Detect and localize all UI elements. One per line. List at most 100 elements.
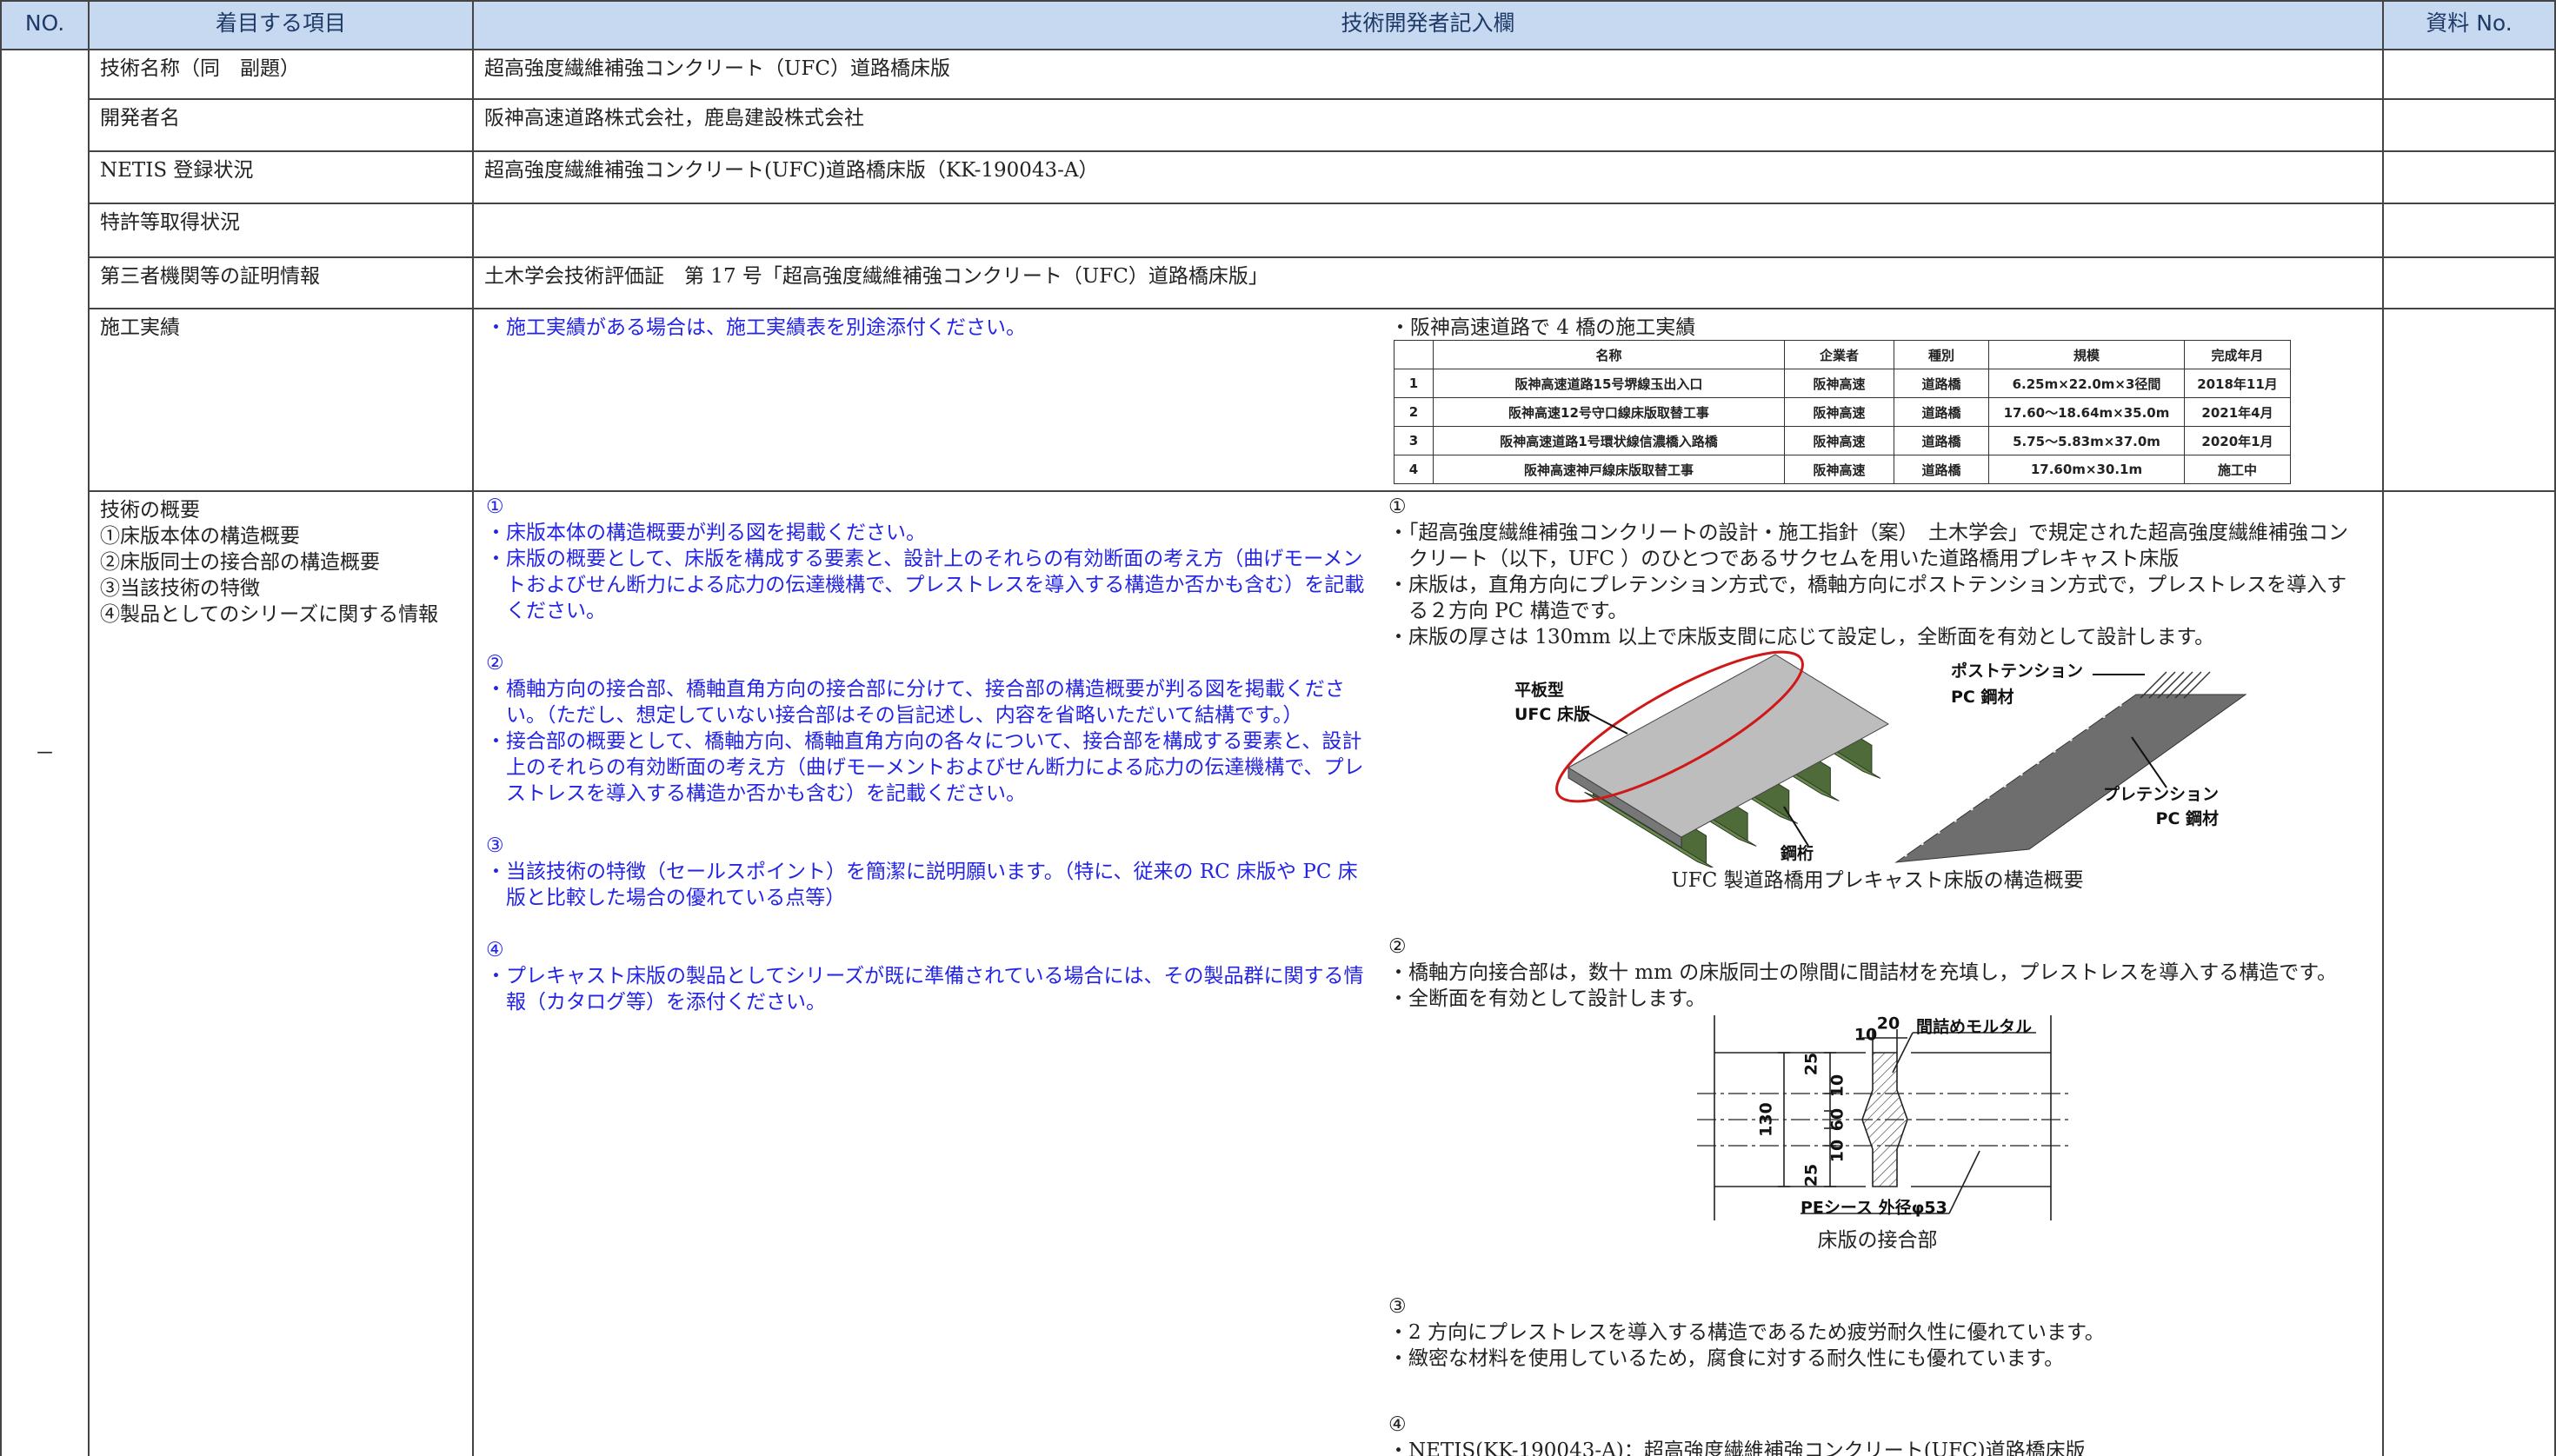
table-cell: 施工中	[2184, 455, 2291, 484]
table-row: 2 阪神高速12号守口線床版取替工事 阪神高速 道路橋 17.60～18.64m×35.…	[1394, 397, 2291, 427]
material-cell	[2384, 258, 2556, 309]
item-cell: 施工実績	[90, 309, 474, 492]
records-guide: ・施工実績がある場合は、施工実績表を別途添付ください。	[486, 316, 1026, 339]
table-cell: 道路橋	[1894, 397, 1989, 427]
guide-item: ・橋軸方向の接合部、橋軸直角方向の接合部に分けて、接合部の構造概要が判る図を掲載…	[486, 678, 1345, 727]
item-text: ②床版同士の接合部の構造概要	[100, 551, 380, 574]
tendon-line	[2157, 671, 2185, 699]
section-mark: ②	[1388, 935, 1407, 958]
header-no: NO.	[2, 2, 90, 50]
figure-label: 10	[1854, 1026, 1877, 1045]
figure-label: 20	[1877, 1014, 1900, 1034]
entry-cell: 超高強度繊維補強コンクリート(UFC)道路橋床版（KK-190043-A）	[474, 152, 2384, 204]
entry-cell: 超高強度繊維補強コンクリート（UFC）道路橋床版	[474, 50, 2384, 100]
no-value: －	[35, 741, 55, 765]
table-cell: 道路橋	[1894, 426, 1989, 455]
answer-section: ② ・橋軸方向接合部は，数十 mm の床版同士の隙間に間詰材を充填し，プレストレス…	[1388, 934, 2366, 1253]
item-text: ③当該技術の特徴	[100, 577, 260, 600]
table-cell: 阪神高速	[1784, 455, 1894, 484]
precast-plate	[1894, 694, 2247, 863]
answer-item: ・全断面を有効として設計します。	[1388, 987, 1707, 1010]
table-cell: 道路橋	[1894, 369, 1989, 398]
table-cell: 1	[1394, 369, 1434, 398]
guide-item: ・床版本体の構造概要が判る図を掲載ください。	[486, 522, 926, 544]
leader	[1783, 806, 1809, 847]
table-cell: 2021年4月	[2184, 397, 2291, 427]
figure-label: 10	[1828, 1140, 1847, 1162]
answer-section: ④ ・NETIS(KK-190043-A)：超高強度繊維補強コンクリート(UFC)…	[1388, 1412, 2366, 1456]
strand-dot	[2003, 784, 2007, 788]
table-header: 種別	[1894, 340, 1989, 369]
table-header: 完成年月	[2184, 340, 2291, 369]
material-cell	[2384, 100, 2556, 152]
figure-caption: 床版の接合部	[1817, 1229, 1938, 1252]
strand-dot	[2102, 715, 2106, 718]
item-cell: 第三者機関等の証明情報	[90, 258, 474, 309]
item-cell: NETIS 登録状況	[90, 152, 474, 204]
guide-section: ① ・床版本体の構造概要が判る図を掲載ください。・床版の概要として、床版を構成する…	[486, 494, 1373, 624]
answer-item: ・床版は，直角方向にプレテンション方式で，橋軸方向にポストテンション方式で，プレ…	[1388, 574, 2347, 622]
item-text: 施工実績	[100, 316, 180, 339]
table-cell: 17.60m×30.1m	[1988, 455, 2185, 484]
item-text: 技術の概要	[100, 499, 200, 522]
figure-label: プレテンション	[2103, 784, 2219, 804]
entry-text: 超高強度繊維補強コンクリート(UFC)道路橋床版（KK-190043-A）	[484, 159, 1099, 182]
table-cell: 4	[1394, 455, 1434, 484]
figure-label: ポストテンション	[1951, 661, 2083, 681]
section-mark: ③	[486, 834, 504, 857]
table-cell: 2020年1月	[2184, 426, 2291, 455]
item-text: ④製品としてのシリーズに関する情報	[100, 603, 439, 626]
table-row: 4 阪神高速神戸線床版取替工事 阪神高速 道路橋 17.60m×30.1m 施工中	[1394, 455, 2291, 484]
item-text: 第三者機関等の証明情報	[100, 265, 320, 288]
figure-label: 130	[1757, 1102, 1776, 1137]
guide-item: ・床版の概要として、床版を構成する要素と、設計上のそれらの有効断面の考え方（曲げ…	[486, 548, 1365, 622]
table-cell: 阪神高速12号守口線床版取替工事	[1433, 397, 1785, 427]
strand-dot	[1920, 842, 1924, 846]
answer-item: ・2 方向にプレストレスを導入する構造であるため疲労耐久性に優れています。	[1388, 1321, 2105, 1344]
drawing-line	[1892, 1032, 1914, 1074]
table-cell: 2018年11月	[2184, 369, 2291, 398]
tendon-line	[2140, 671, 2167, 699]
figure-label: 平板型	[1514, 680, 1564, 700]
strand-dot	[1970, 808, 1974, 811]
guide-section: ④ ・プレキャスト床版の製品としてシリーズが既に準備されている場合には、その製品群…	[486, 937, 1373, 1015]
section-mark: ①	[486, 495, 504, 518]
answer-section: ③ ・2 方向にプレストレスを導入する構造であるため疲労耐久性に優れています。 ・緻…	[1388, 1293, 2366, 1372]
figure-label: PEシース 外径φ53	[1801, 1198, 1947, 1218]
highlight-ellipse	[1555, 650, 1804, 803]
strand-dot	[1954, 819, 1957, 822]
figure-label: 間詰めモルタル	[1916, 1017, 2032, 1037]
entry-cell: 阪神高速道路株式会社，鹿島建設株式会社	[474, 100, 2384, 152]
entry-cell	[474, 492, 2384, 1456]
tendon-line	[2174, 671, 2202, 699]
answer-item: ・「超高強度繊維補強コンクリートの設計・施工指針（案） 土木学会」で規定された超…	[1388, 522, 2348, 570]
figure-label: 25	[1802, 1164, 1821, 1187]
strand-dot	[2053, 749, 2056, 753]
entry-text: 阪神高速道路株式会社，鹿島建設株式会社	[484, 107, 864, 130]
leader	[2131, 736, 2167, 788]
tendon-line	[2166, 671, 2193, 699]
section-mark: ②	[486, 652, 504, 675]
overview-guide: ① ・床版本体の構造概要が判る図を掲載ください。・床版の概要として、床版を構成する…	[486, 494, 1373, 1041]
overview-answer: ① ・「超高強度繊維補強コンクリートの設計・施工指針（案） 土木学会」で規定された…	[1388, 494, 2366, 1456]
guide-item: ・プレキャスト床版の製品としてシリーズが既に準備されている場合には、その製品群に…	[486, 965, 1364, 1014]
item-cell: 特許等取得状況	[90, 204, 474, 258]
girder-flange	[1584, 791, 1714, 868]
entry-text: 土木学会技術評価証 第 17 号「超高強度繊維補強コンクリート（UFC）道路橋床…	[484, 265, 1268, 288]
figure: 平板型 UFC 床版 鋼桁 ポストテンション PC 鋼材 プレテンション PC 鋼材 UFC …	[1388, 650, 2366, 894]
figure-label: 10	[1828, 1074, 1847, 1097]
strand-dot	[2086, 727, 2089, 730]
records-table: 名称 企業者 種別 規模 完成年月 1 阪神高速道路15号堺線玉出入口 阪神高速 道路橋 6.25…	[1394, 340, 2291, 484]
figure: 20 10 間詰めモルタル 25 10 60 10 25 130 PEシース 外径φ53 床版の接合…	[1388, 1012, 2366, 1253]
material-cell	[2384, 204, 2556, 258]
strand-dot	[2020, 773, 2023, 776]
figure-label: PC 鋼材	[2156, 808, 2219, 828]
table-row: 3 阪神高速道路1号環状線信濃橋入路橋 阪神高速 道路橋 5.75～5.83m×37.0…	[1394, 426, 2291, 455]
material-cell	[2384, 152, 2556, 204]
table-cell: 阪神高速神戸線床版取替工事	[1433, 455, 1785, 484]
answer-item: ・NETIS(KK-190043-A)：超高強度繊維補強コンクリート(UFC)道…	[1388, 1439, 2086, 1456]
table-header-row: 名称 企業者 種別 規模 完成年月	[1394, 340, 2291, 369]
